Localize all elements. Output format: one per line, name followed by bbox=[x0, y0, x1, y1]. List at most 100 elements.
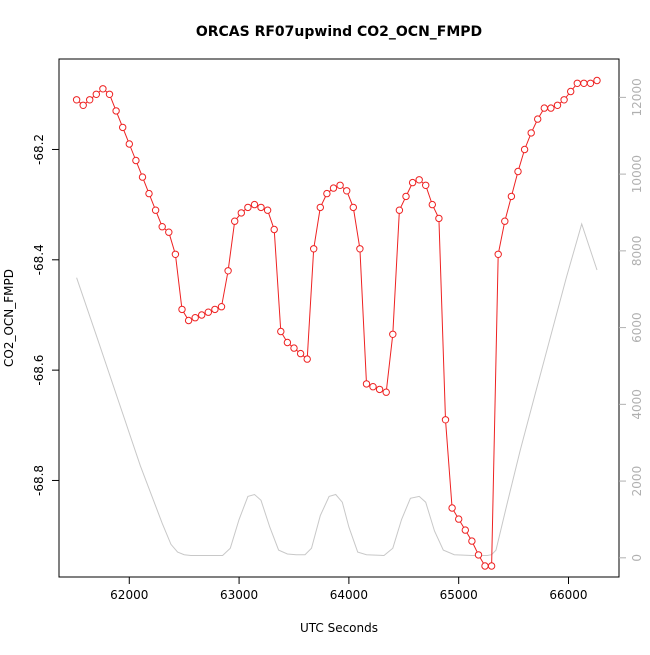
co2-point bbox=[369, 383, 377, 391]
chart-title: ORCAS RF07upwind CO2_OCN_FMPD bbox=[196, 24, 482, 40]
x-tick-label: 63000 bbox=[220, 588, 258, 602]
co2-point bbox=[356, 245, 364, 253]
plot-frame bbox=[58, 58, 620, 578]
co2-point bbox=[303, 355, 311, 363]
co2-point bbox=[145, 189, 153, 198]
co2-point bbox=[336, 181, 344, 190]
co2-point bbox=[487, 562, 496, 570]
y2-tick-label: 8000 bbox=[630, 236, 644, 267]
co2-point bbox=[92, 90, 101, 99]
co2-point bbox=[468, 537, 476, 545]
co2-point bbox=[461, 526, 469, 534]
co2-series bbox=[72, 76, 601, 570]
altitude-line bbox=[76, 222, 598, 557]
co2-point bbox=[171, 250, 180, 259]
y2-tick-label: 4000 bbox=[630, 389, 644, 420]
co2-point bbox=[132, 156, 140, 165]
co2-point bbox=[580, 79, 588, 88]
co2-point bbox=[184, 316, 193, 325]
co2-point bbox=[375, 385, 384, 394]
co2-point bbox=[422, 181, 430, 190]
co2-point bbox=[250, 200, 259, 209]
x-tick-label: 62000 bbox=[110, 588, 148, 602]
co2-point bbox=[395, 206, 404, 214]
y2-tick-label: 12000 bbox=[630, 78, 644, 116]
co2-point bbox=[217, 303, 226, 311]
co2-point bbox=[125, 140, 134, 148]
co2-point bbox=[534, 115, 542, 123]
co2-point bbox=[198, 311, 206, 319]
co2-point bbox=[151, 206, 160, 214]
co2-point bbox=[501, 217, 509, 225]
co2-point bbox=[165, 228, 173, 236]
co2-point bbox=[138, 173, 147, 181]
co2-point bbox=[231, 217, 239, 225]
co2-point bbox=[290, 344, 298, 352]
co2-point bbox=[435, 214, 443, 223]
x-axis: 62000 63000 64000 65000 66000 bbox=[110, 577, 588, 602]
co2-point bbox=[329, 184, 338, 192]
co2-point bbox=[474, 551, 483, 559]
co2-point bbox=[402, 192, 410, 201]
co2-point bbox=[283, 338, 292, 347]
co2-point bbox=[257, 203, 265, 212]
co2-point bbox=[520, 145, 529, 154]
co2-point bbox=[211, 305, 219, 314]
co2-point bbox=[553, 101, 562, 110]
co2-point bbox=[389, 330, 397, 338]
y-tick-label: -68.4 bbox=[32, 244, 46, 275]
co2-point bbox=[415, 176, 423, 184]
co2-point bbox=[547, 104, 555, 112]
co2-point bbox=[323, 189, 331, 198]
co2-point bbox=[277, 327, 285, 336]
y-tick-label: -68.6 bbox=[32, 355, 46, 386]
co2-point bbox=[204, 308, 213, 316]
co2-point bbox=[494, 250, 502, 259]
co2-point bbox=[573, 79, 581, 88]
co2-point bbox=[310, 245, 318, 253]
y-axis-label: CO2_OCN_FMPD bbox=[2, 269, 16, 367]
co2-point bbox=[270, 225, 278, 234]
y-axis-left: -68.8 -68.6 -68.4 -68.2 bbox=[32, 134, 59, 496]
co2-point bbox=[362, 380, 371, 388]
y-axis-right: 0 2000 4000 6000 8000 10000 12000 bbox=[619, 78, 644, 562]
co2-point bbox=[296, 349, 305, 358]
co2-point bbox=[343, 187, 351, 195]
altitude-series bbox=[76, 222, 598, 557]
co2-point bbox=[540, 104, 548, 112]
x-tick-label: 64000 bbox=[330, 588, 368, 602]
co2-point bbox=[72, 96, 81, 104]
co2-point bbox=[567, 87, 575, 96]
y-tick-label: -68.2 bbox=[32, 134, 46, 165]
co2-point bbox=[79, 101, 87, 110]
co2-point bbox=[382, 388, 390, 396]
y2-tick-label: 0 bbox=[630, 554, 644, 562]
co2-point bbox=[481, 562, 489, 570]
co2-point bbox=[514, 167, 522, 176]
co2-point bbox=[237, 209, 246, 217]
y2-tick-label: 6000 bbox=[630, 312, 644, 343]
co2-point bbox=[191, 314, 199, 322]
co2-point bbox=[99, 85, 107, 93]
co2-point bbox=[224, 267, 232, 275]
x-tick-label: 65000 bbox=[440, 588, 478, 602]
co2-point bbox=[408, 178, 417, 187]
y-tick-label: -68.8 bbox=[32, 465, 46, 496]
co2-point bbox=[586, 79, 595, 88]
co2-point bbox=[349, 203, 357, 212]
co2-point bbox=[560, 96, 568, 104]
co2-point bbox=[112, 107, 120, 115]
y2-tick-label: 2000 bbox=[630, 466, 644, 497]
co2-point bbox=[527, 129, 535, 137]
co2-point bbox=[428, 200, 436, 209]
co2-point bbox=[507, 192, 516, 201]
co2-point bbox=[178, 305, 186, 314]
co2-point bbox=[448, 504, 456, 512]
co2-point bbox=[263, 206, 272, 214]
y2-tick-label: 10000 bbox=[630, 155, 644, 193]
co2-point bbox=[316, 203, 324, 212]
x-axis-label: UTC Seconds bbox=[300, 621, 378, 635]
co2-point bbox=[593, 76, 601, 85]
